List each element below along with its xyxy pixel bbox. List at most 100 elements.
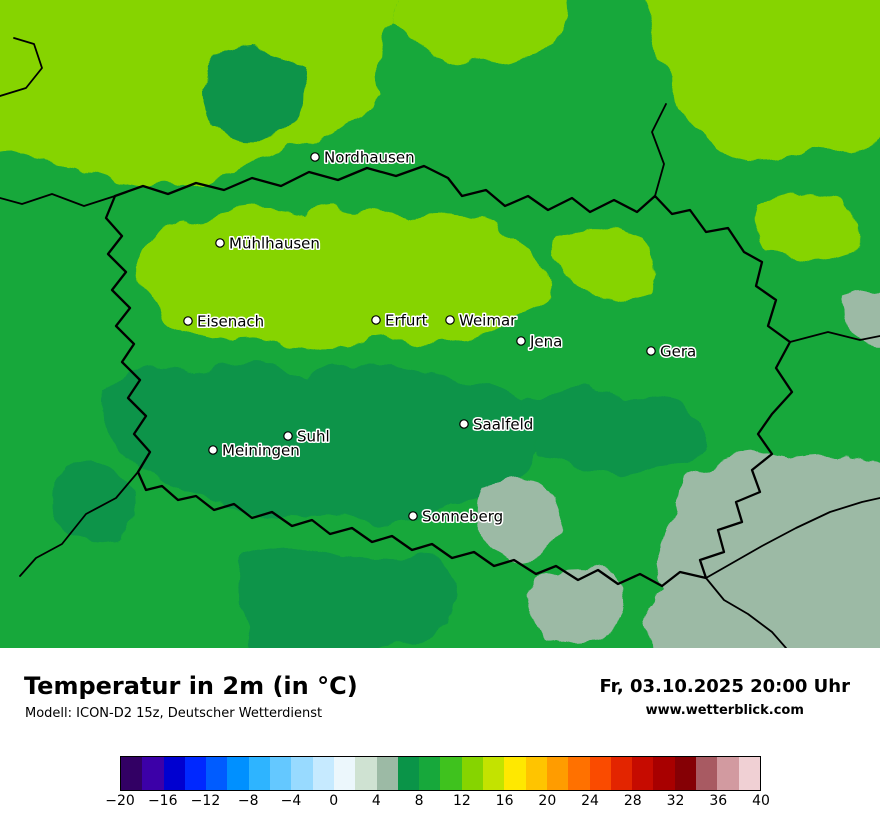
city-label: Weimar	[459, 312, 517, 330]
legend-cell	[632, 757, 654, 790]
legend-cell	[461, 757, 484, 790]
city-label: Mühlhausen	[229, 235, 320, 253]
legend-tick-label: 20	[538, 793, 557, 809]
legend-cell	[270, 757, 292, 790]
legend-tick-label: −4	[280, 793, 302, 809]
city-markers: Nordhausen Mühlhausen Eisenach Erfurt Weimar…	[183, 147, 698, 527]
neighbor-border	[705, 577, 787, 648]
legend-cell	[397, 757, 420, 790]
legend-cell	[333, 757, 356, 790]
forecast-datetime: Fr, 03.10.2025 20:00 Uhr	[599, 676, 851, 697]
legend-tick-label: −20	[105, 793, 135, 809]
legend-ticks: −20 −16 −12 −8 −4 0 4 8 12 16 20 24 28 32 36 40	[105, 793, 770, 813]
legend-tick-label: −16	[147, 793, 178, 809]
city-label: Saalfeld	[473, 416, 533, 434]
thuringia-border	[104, 164, 794, 588]
city-dot	[283, 431, 293, 441]
warm-region	[0, 0, 398, 188]
legend-tick-label: 8	[414, 793, 424, 809]
legend-cell	[589, 757, 611, 790]
city-label: Meiningen	[222, 442, 300, 460]
warm-region	[395, 0, 565, 67]
legend-tick-label: 0	[329, 793, 339, 809]
cold-region	[475, 479, 560, 556]
temperature-map: Nordhausen Mühlhausen Eisenach Erfurt Weimar…	[0, 0, 880, 648]
legend-tick-label: 32	[666, 793, 685, 809]
city-dot	[215, 238, 225, 248]
legend-cell	[291, 757, 313, 790]
map-title: Temperatur in 2m (in °C)	[24, 672, 358, 700]
legend-cell	[546, 757, 569, 790]
legend-cell	[525, 757, 547, 790]
neighbor-border	[789, 331, 880, 343]
city-dot	[208, 445, 218, 455]
legend-cell	[227, 757, 249, 790]
cold-region	[533, 568, 622, 647]
legend-cell	[419, 757, 441, 790]
legend-cell	[142, 757, 164, 790]
legend-cell	[717, 757, 739, 790]
legend-tick-label: 12	[452, 793, 471, 809]
city-label: Nordhausen	[324, 149, 415, 167]
legend-tick-label: 40	[752, 793, 770, 809]
legend-cell	[121, 757, 143, 790]
cold-region	[645, 453, 880, 648]
legend-cell	[653, 757, 675, 790]
warm-region	[756, 194, 859, 262]
cool-region	[52, 464, 136, 542]
legend-cell	[376, 757, 398, 790]
legend-bar	[120, 756, 761, 791]
neighbor-border	[705, 497, 880, 579]
legend-tick-label: −12	[190, 793, 221, 809]
legend-cell	[355, 757, 377, 790]
map-fill-layer	[0, 0, 880, 648]
cold-region	[841, 290, 880, 349]
legend-tick-label: 24	[581, 793, 599, 809]
legend-cell	[738, 757, 760, 790]
city-dot	[408, 511, 418, 521]
city-label: Sonneberg	[422, 508, 503, 526]
map-area: Nordhausen Mühlhausen Eisenach Erfurt Weimar…	[0, 0, 880, 648]
legend-tick-label: 36	[709, 793, 728, 809]
city-label: Jena	[529, 333, 562, 351]
legend-cell	[206, 757, 228, 790]
legend-cell	[440, 757, 462, 790]
city-dot	[646, 346, 656, 356]
city-dot	[445, 315, 455, 325]
warm-region	[557, 228, 654, 298]
city-dot	[310, 152, 320, 162]
cool-region	[237, 549, 458, 648]
legend-cell	[312, 757, 334, 790]
legend-tick-label: 16	[495, 793, 514, 809]
neighbor-border	[19, 471, 139, 577]
city-label: Suhl	[297, 428, 330, 446]
warm-region	[643, 0, 880, 163]
city-dot	[459, 419, 469, 429]
cool-region	[99, 362, 539, 521]
legend-cell	[696, 757, 718, 790]
website-label: www.wetterblick.com	[645, 703, 804, 718]
legend-cell	[163, 757, 185, 790]
cool-region	[524, 389, 706, 474]
legend-cell	[184, 757, 207, 790]
neighbor-border	[0, 37, 43, 97]
state-borders	[0, 37, 880, 648]
model-info: Modell: ICON-D2 15z, Deutscher Wetterdie…	[25, 706, 323, 721]
neighbor-border	[651, 103, 667, 197]
legend-cell	[568, 757, 590, 790]
datetime-block: Fr, 03.10.2025 20:00 Uhr www.wetterblick…	[600, 676, 851, 718]
legend-tick-label: −8	[237, 793, 259, 809]
legend-cell	[483, 757, 505, 790]
cool-region	[205, 50, 305, 139]
city-dot	[183, 316, 193, 326]
city-label: Erfurt	[385, 312, 428, 330]
legend-cell	[248, 757, 271, 790]
legend-cell	[610, 757, 633, 790]
city-dot	[371, 315, 381, 325]
legend-tick-label: 4	[371, 793, 381, 809]
warm-region	[135, 208, 547, 346]
legend-tick-label: 28	[623, 793, 642, 809]
city-label: Gera	[660, 343, 696, 361]
legend-cell	[674, 757, 697, 790]
